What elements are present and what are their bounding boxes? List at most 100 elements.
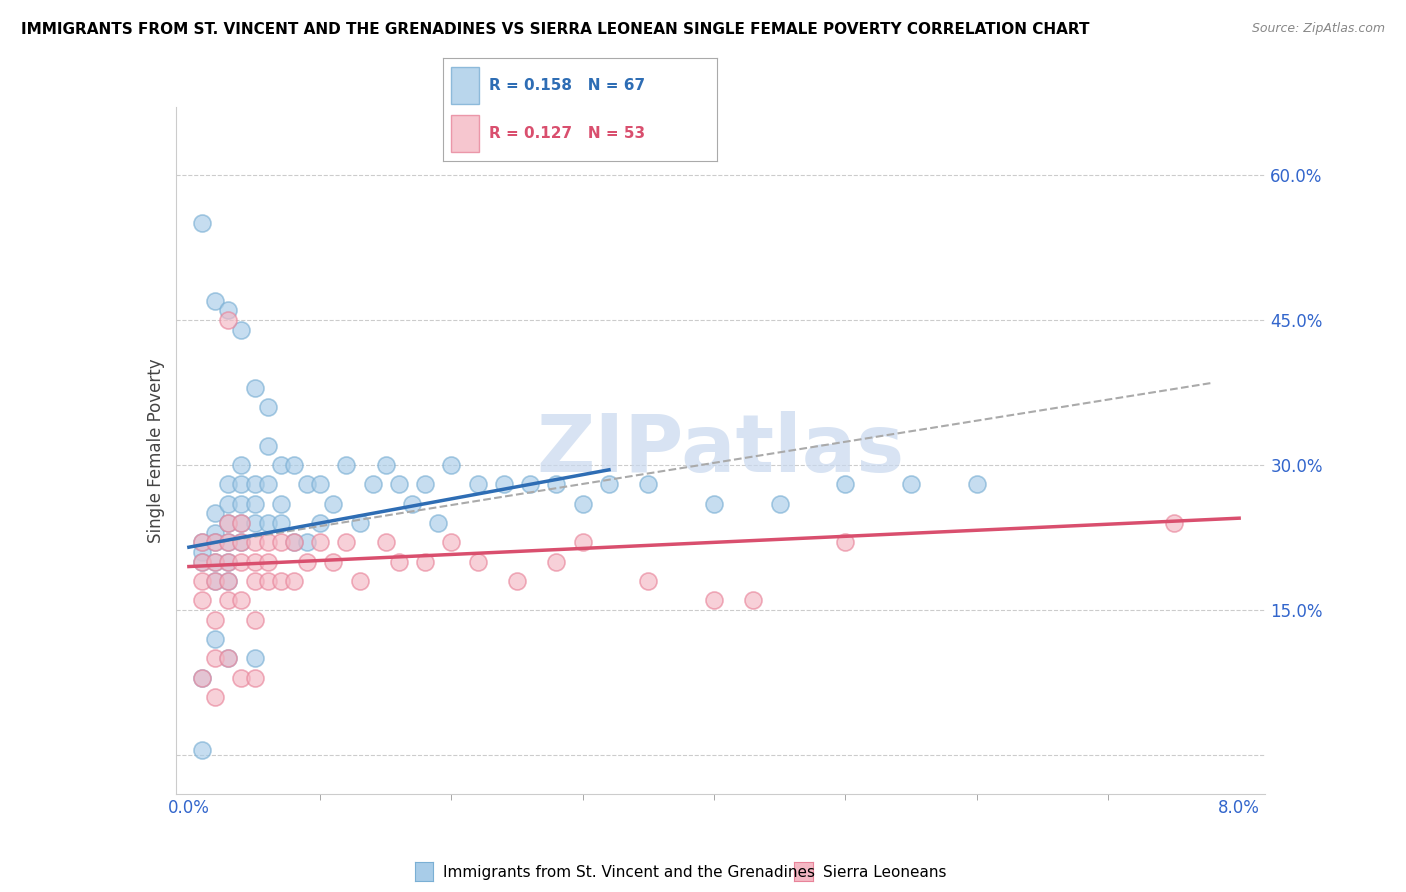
Point xyxy=(270,574,292,588)
Y-axis label: Single Female Poverty: Single Female Poverty xyxy=(146,359,165,542)
Point xyxy=(295,555,318,569)
Point xyxy=(243,535,266,549)
Point xyxy=(191,671,214,685)
Point xyxy=(243,651,266,665)
Point xyxy=(217,651,239,665)
Point xyxy=(231,497,253,511)
Point xyxy=(204,574,226,588)
Point xyxy=(217,593,239,607)
Text: R = 0.127   N = 53: R = 0.127 N = 53 xyxy=(489,127,645,142)
Point xyxy=(283,458,305,472)
Point xyxy=(217,535,239,549)
Point xyxy=(191,555,214,569)
Point xyxy=(427,516,450,530)
Point xyxy=(361,477,384,491)
Point xyxy=(217,535,239,549)
Point xyxy=(231,458,253,472)
Point xyxy=(231,555,253,569)
Text: ZIPatlas: ZIPatlas xyxy=(537,411,904,490)
Point xyxy=(191,555,214,569)
Point xyxy=(270,458,292,472)
Point xyxy=(204,535,226,549)
Point xyxy=(256,555,278,569)
Point xyxy=(204,613,226,627)
Point xyxy=(571,535,593,549)
Point xyxy=(217,516,239,530)
Point xyxy=(217,497,239,511)
Point xyxy=(243,516,266,530)
Point xyxy=(204,525,226,540)
Bar xyxy=(451,115,478,153)
Point xyxy=(217,555,239,569)
Point xyxy=(388,477,411,491)
Point xyxy=(191,545,214,559)
Point xyxy=(231,535,253,549)
Point xyxy=(467,555,489,569)
Point xyxy=(256,516,278,530)
Point xyxy=(204,574,226,588)
Point xyxy=(191,574,214,588)
Point xyxy=(413,477,436,491)
Point xyxy=(204,555,226,569)
Point xyxy=(217,516,239,530)
Point xyxy=(467,477,489,491)
Point xyxy=(401,497,423,511)
Point xyxy=(204,506,226,520)
Point xyxy=(283,535,305,549)
Point xyxy=(374,458,396,472)
Point xyxy=(243,574,266,588)
Point xyxy=(335,535,357,549)
Point xyxy=(322,497,344,511)
Point xyxy=(637,477,659,491)
Point xyxy=(256,574,278,588)
Point xyxy=(243,477,266,491)
Point xyxy=(256,439,278,453)
Point xyxy=(295,477,318,491)
Point xyxy=(834,477,856,491)
Point xyxy=(204,690,226,705)
Text: Sierra Leoneans: Sierra Leoneans xyxy=(823,865,946,880)
Text: Immigrants from St. Vincent and the Grenadines: Immigrants from St. Vincent and the Gren… xyxy=(443,865,815,880)
Point xyxy=(231,535,253,549)
Point xyxy=(506,574,529,588)
Text: R = 0.158   N = 67: R = 0.158 N = 67 xyxy=(489,78,645,93)
Point xyxy=(231,516,253,530)
Point xyxy=(243,671,266,685)
Point xyxy=(519,477,541,491)
Point xyxy=(231,516,253,530)
Point xyxy=(217,555,239,569)
Point xyxy=(703,593,725,607)
Point xyxy=(217,651,239,665)
Point xyxy=(217,303,239,318)
Point xyxy=(191,535,214,549)
Point xyxy=(204,651,226,665)
Point xyxy=(231,477,253,491)
Point xyxy=(217,313,239,327)
Point xyxy=(834,535,856,549)
Point xyxy=(191,535,214,549)
Point xyxy=(374,535,396,549)
Point xyxy=(204,293,226,308)
Point xyxy=(388,555,411,569)
Point xyxy=(231,671,253,685)
Point xyxy=(191,593,214,607)
Text: IMMIGRANTS FROM ST. VINCENT AND THE GRENADINES VS SIERRA LEONEAN SINGLE FEMALE P: IMMIGRANTS FROM ST. VINCENT AND THE GREN… xyxy=(21,22,1090,37)
Point xyxy=(440,458,463,472)
Point xyxy=(440,535,463,549)
Point xyxy=(243,497,266,511)
Point xyxy=(598,477,620,491)
Point xyxy=(309,477,332,491)
Point xyxy=(270,535,292,549)
Point xyxy=(231,593,253,607)
Point xyxy=(413,555,436,569)
Point xyxy=(742,593,765,607)
Point xyxy=(571,497,593,511)
Point xyxy=(637,574,659,588)
Point xyxy=(217,477,239,491)
Point xyxy=(309,516,332,530)
Point xyxy=(283,574,305,588)
Point xyxy=(492,477,515,491)
Point xyxy=(243,381,266,395)
Point xyxy=(217,574,239,588)
Point xyxy=(231,322,253,336)
